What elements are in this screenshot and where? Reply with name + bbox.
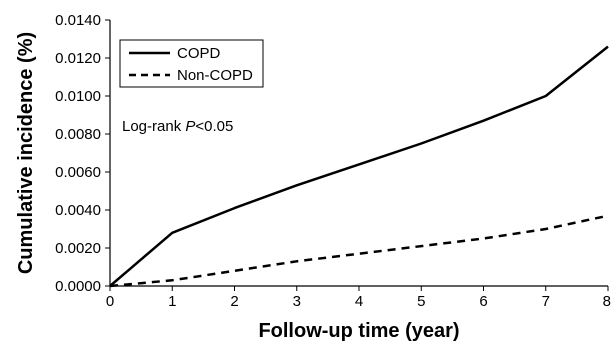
series-line-copd <box>109 45 609 287</box>
x-tick-label: 4 <box>355 293 363 310</box>
y-axis-title: Cumulative incidence (%) <box>15 32 37 274</box>
log-rank-annotation: Log-rank P<0.05 <box>122 118 233 135</box>
y-tick-label: 0.0000 <box>55 278 101 295</box>
y-ticks: 0.0000 0.0020 0.0040 0.0060 0.0080 0.0100 0.01… <box>55 12 110 295</box>
y-tick-label: 0.0120 <box>55 50 101 67</box>
x-tick-label: 0 <box>106 293 114 310</box>
legend-box <box>119 39 264 88</box>
y-tick-label: 0.0100 <box>55 88 101 105</box>
x-tick-label: 3 <box>293 293 301 310</box>
plot-area: 0.0000 0.0020 0.0040 0.0060 0.0080 0.0100 0.01… <box>55 12 611 310</box>
legend-label-copd: COPD <box>177 45 221 62</box>
x-tick-label: 1 <box>168 293 176 310</box>
x-tick-label: 8 <box>603 293 611 310</box>
x-axis-title: Follow-up time (year) <box>258 320 459 342</box>
x-tick-label: 7 <box>542 293 550 310</box>
series-layer <box>109 45 609 288</box>
series-line-non-copd <box>109 214 609 288</box>
y-tick-label: 0.0020 <box>55 240 101 257</box>
y-tick-label: 0.0140 <box>55 12 101 29</box>
y-tick-label: 0.0080 <box>55 126 101 143</box>
legend-label-non-copd: Non-COPD <box>177 67 253 84</box>
y-tick-label: 0.0060 <box>55 164 101 181</box>
x-tick-label: 2 <box>230 293 238 310</box>
x-tick-label: 6 <box>479 293 487 310</box>
legend: COPD Non-COPD <box>119 39 264 88</box>
y-tick-label: 0.0040 <box>55 202 101 219</box>
x-ticks: 0 1 2 3 4 5 6 7 8 <box>106 286 611 310</box>
x-tick-label: 5 <box>417 293 425 310</box>
